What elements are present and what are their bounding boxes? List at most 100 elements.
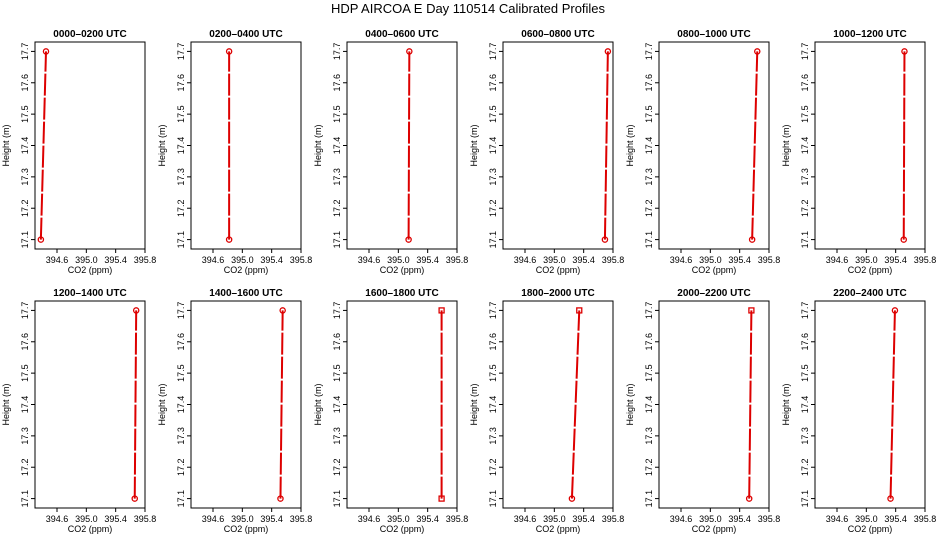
panel-title: 1800–2000 UTC (521, 288, 594, 299)
data-point (438, 307, 445, 314)
y-tick-label: 17.1 (800, 231, 810, 249)
panel-title: 2000–2200 UTC (677, 288, 750, 299)
y-tick-label: 17.4 (644, 137, 654, 155)
y-tick-label: 17.7 (488, 43, 498, 61)
x-tick-label: 395.4 (104, 255, 127, 265)
data-point (576, 307, 583, 314)
x-tick-label: 394.6 (514, 514, 537, 524)
data-point (745, 495, 753, 502)
plot-frame (814, 300, 926, 509)
profile-line (133, 310, 138, 499)
y-axis-label: Height (m) (781, 383, 791, 425)
y-tick-label: 17.7 (644, 43, 654, 61)
y-tick-label: 17.2 (644, 199, 654, 217)
data-point (438, 495, 445, 502)
x-tick-label: 395.4 (260, 255, 283, 265)
y-tick-label: 17.2 (20, 199, 30, 217)
x-axis-label: CO2 (ppm) (692, 265, 737, 275)
x-axis-label: CO2 (ppm) (848, 524, 893, 534)
panel-title: 0200–0400 UTC (209, 29, 282, 40)
y-tick-label: 17.7 (176, 302, 186, 320)
y-tick-label: 17.5 (644, 364, 654, 382)
y-tick-label: 17.7 (332, 302, 342, 320)
x-tick-label: 395.4 (416, 255, 439, 265)
y-axis-label: Height (m) (1, 383, 11, 425)
x-tick-label: 395.8 (914, 255, 936, 265)
y-tick-label: 17.3 (20, 427, 30, 445)
y-tick-label: 17.6 (176, 74, 186, 92)
y-tick-label: 17.4 (20, 137, 30, 155)
x-tick-label: 395.8 (446, 514, 469, 524)
chart-panel: 1800–2000 UTC 394.6 395.0 395.4 395.8 17.1 17.… (469, 288, 624, 534)
y-axis-label: Height (m) (157, 383, 167, 425)
x-tick-label: 395.8 (758, 255, 781, 265)
x-tick-label: 395.8 (134, 255, 157, 265)
y-tick-label: 17.7 (20, 302, 30, 320)
x-tick-label: 395.0 (855, 514, 878, 524)
y-tick-label: 17.7 (644, 302, 654, 320)
y-axis-label: Height (m) (313, 383, 323, 425)
chart-panel: 0600–0800 UTC 394.6 395.0 395.4 395.8 17.1 17.… (469, 29, 624, 275)
y-tick-label: 17.3 (176, 427, 186, 445)
panel-title: 0600–0800 UTC (521, 29, 594, 40)
y-axis-label: Height (m) (625, 124, 635, 166)
y-tick-label: 17.6 (20, 333, 30, 351)
profile-line (902, 51, 906, 240)
y-tick-label: 17.1 (488, 490, 498, 508)
y-tick-label: 17.1 (332, 231, 342, 249)
y-tick-label: 17.2 (488, 199, 498, 217)
data-point (225, 236, 233, 243)
x-tick-label: 395.0 (543, 514, 566, 524)
profile-line (603, 51, 609, 240)
y-tick-label: 17.1 (800, 490, 810, 508)
x-tick-label: 395.8 (758, 514, 781, 524)
y-tick-label: 17.3 (800, 427, 810, 445)
x-tick-label: 395.4 (728, 255, 751, 265)
figure-title: HDP AIRCOA E Day 110514 Calibrated Profi… (331, 1, 606, 16)
plot-frame (502, 300, 614, 509)
y-tick-label: 17.5 (176, 105, 186, 123)
y-tick-label: 17.5 (488, 364, 498, 382)
plot-frame (34, 41, 146, 250)
data-point (568, 495, 576, 502)
plot-frame (346, 300, 458, 509)
y-tick-label: 17.3 (488, 168, 498, 186)
y-axis-label: Height (m) (313, 124, 323, 166)
y-tick-label: 17.5 (644, 105, 654, 123)
x-tick-label: 394.6 (46, 255, 69, 265)
y-tick-label: 17.1 (20, 231, 30, 249)
panel-title: 0800–1000 UTC (677, 29, 750, 40)
x-tick-label: 395.8 (446, 255, 469, 265)
data-point (37, 236, 45, 243)
x-axis-label: CO2 (ppm) (536, 524, 581, 534)
y-axis-label: Height (m) (157, 124, 167, 166)
profile-line (407, 51, 411, 240)
profile-line (39, 51, 47, 240)
y-tick-label: 17.7 (488, 302, 498, 320)
y-tick-label: 17.3 (332, 168, 342, 186)
profile-line (751, 51, 759, 240)
y-tick-label: 17.3 (644, 168, 654, 186)
x-tick-label: 395.0 (75, 255, 98, 265)
y-tick-label: 17.5 (800, 364, 810, 382)
y-tick-label: 17.6 (644, 333, 654, 351)
y-tick-label: 17.6 (488, 333, 498, 351)
x-tick-label: 394.6 (358, 255, 381, 265)
y-tick-label: 17.5 (488, 105, 498, 123)
y-tick-label: 17.2 (176, 199, 186, 217)
data-point (406, 48, 413, 55)
x-tick-label: 394.6 (202, 514, 225, 524)
y-tick-label: 17.5 (20, 105, 30, 123)
x-tick-label: 395.0 (387, 255, 410, 265)
panel-title: 2200–2400 UTC (833, 288, 906, 299)
plot-frame (346, 41, 458, 250)
x-axis-label: CO2 (ppm) (224, 265, 269, 275)
plot-frame (34, 300, 146, 509)
y-tick-label: 17.2 (644, 458, 654, 476)
x-axis-label: CO2 (ppm) (380, 265, 425, 275)
y-tick-label: 17.5 (176, 364, 186, 382)
y-tick-label: 17.1 (488, 231, 498, 249)
x-tick-label: 394.6 (202, 255, 225, 265)
data-point (901, 48, 908, 55)
data-point (601, 236, 609, 243)
